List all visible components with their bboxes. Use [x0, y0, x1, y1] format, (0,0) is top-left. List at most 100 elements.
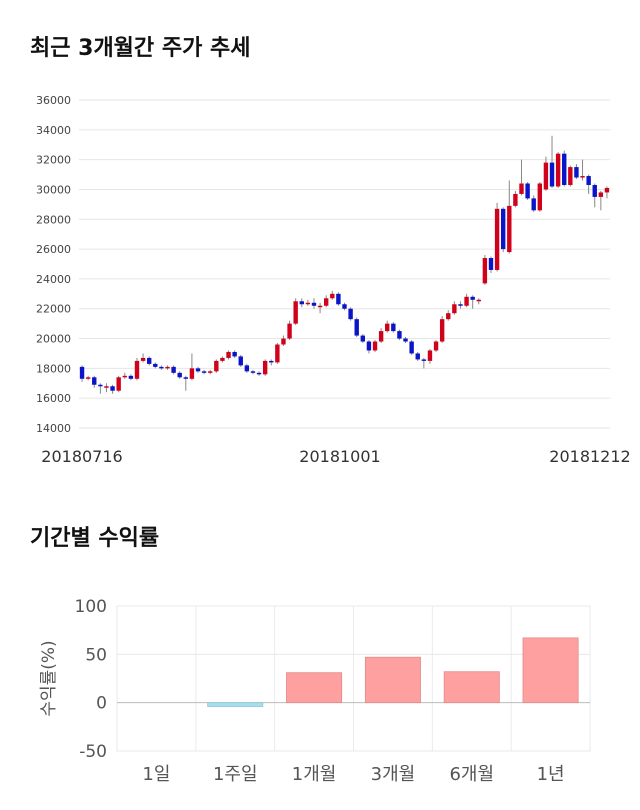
candle-body — [323, 298, 329, 306]
candle-body — [238, 356, 243, 366]
y-axis-label: 수익률(%) — [39, 640, 59, 716]
candle-body — [360, 335, 366, 342]
candle-body — [427, 350, 433, 361]
candle-body — [598, 192, 604, 197]
candle-body — [171, 366, 176, 373]
y-tick-label: -50 — [79, 742, 107, 762]
y-tick-label: 100 — [75, 597, 107, 617]
candle-body — [104, 386, 109, 388]
candle-body — [195, 368, 201, 372]
x-tick-label: 20181001 — [299, 447, 380, 466]
candle-body — [146, 357, 152, 364]
y-tick-label: 34000 — [36, 124, 71, 137]
x-category-label: 6개월 — [449, 764, 494, 785]
candle-body — [116, 377, 121, 391]
candle-body — [348, 308, 353, 320]
candle-body — [275, 344, 280, 363]
candle-body — [378, 331, 384, 342]
candle-body — [159, 366, 164, 369]
candle-body — [232, 351, 237, 357]
price-trend-chart: 36000 34000 32000 30000 28000 26000 24000 22000… — [36, 94, 631, 466]
x-category-label: 1개월 — [292, 764, 337, 785]
candle-body — [342, 304, 347, 309]
candle-body — [317, 305, 323, 308]
candle-body — [214, 360, 219, 372]
candle-body — [110, 386, 115, 391]
candle-body — [153, 363, 158, 367]
candle-body — [134, 360, 140, 379]
returns-chart-title: 기간별 수익률 — [30, 526, 160, 551]
candle-body — [409, 341, 414, 354]
y-tick-label: 28000 — [36, 213, 71, 226]
candle-body — [439, 319, 445, 342]
candle-body — [201, 371, 207, 373]
candle-body — [580, 176, 585, 178]
candle-body — [549, 162, 555, 187]
candle-body — [183, 377, 189, 379]
candle-body — [85, 377, 91, 379]
candle-body — [543, 162, 549, 190]
y-tick-label: 26000 — [36, 243, 71, 256]
return-bar — [286, 672, 343, 704]
candle-body — [562, 153, 567, 185]
candle-body — [208, 371, 213, 373]
y-tick-label: 18000 — [36, 362, 71, 375]
candle-body — [476, 299, 481, 302]
candle-body — [269, 360, 274, 363]
candle-body — [555, 153, 561, 187]
candle-body — [537, 183, 543, 211]
candle-body — [330, 293, 335, 299]
x-category-label: 1주일 — [213, 764, 258, 785]
candle-body — [250, 371, 256, 373]
candle-body — [366, 341, 372, 351]
candle-body — [531, 198, 536, 211]
candle-body — [433, 341, 439, 351]
candle-body — [293, 301, 298, 324]
candle-body — [470, 296, 475, 300]
candle-body — [507, 205, 512, 253]
x-category-label: 1일 — [142, 764, 170, 785]
candle-body — [305, 302, 311, 305]
y-tick-label: 24000 — [36, 273, 71, 286]
candle-body — [256, 372, 262, 375]
return-bar — [207, 702, 264, 707]
candle-body — [488, 258, 494, 270]
candle-body — [604, 187, 610, 193]
candle-body — [397, 331, 402, 339]
return-bar — [364, 656, 421, 704]
y-tick-label: 32000 — [36, 154, 71, 167]
candle-body — [177, 372, 182, 378]
candle-body — [574, 167, 579, 178]
candle-body — [452, 304, 457, 314]
candle-body — [421, 359, 427, 361]
candle-body — [525, 183, 530, 199]
candle-body — [98, 384, 103, 387]
candle-body — [500, 208, 506, 250]
return-bar — [443, 671, 500, 704]
y-tick-label: 14000 — [36, 422, 71, 435]
candle-body — [122, 375, 127, 378]
x-tick-label: 20180716 — [41, 447, 122, 466]
candle-body — [586, 176, 591, 185]
y-tick-label: 50 — [85, 645, 107, 665]
candle-body — [140, 357, 146, 361]
candle-body — [513, 193, 518, 206]
candle-body — [372, 341, 378, 351]
candle-body — [226, 351, 231, 358]
y-tick-label: 22000 — [36, 303, 71, 316]
candle-body — [519, 183, 524, 194]
x-category-label: 3개월 — [371, 764, 416, 785]
candle-body — [482, 258, 488, 284]
candle-body — [458, 304, 463, 306]
return-bar — [522, 637, 579, 704]
candle-body — [494, 208, 500, 270]
x-category-label: 1년 — [537, 764, 565, 785]
candle-body — [403, 338, 408, 342]
candle-body — [189, 368, 195, 379]
candle-body — [336, 293, 341, 305]
candle-body — [220, 357, 225, 361]
price-chart-title: 최근 3개월간 주가 추세 — [30, 36, 251, 61]
y-tick-label: 20000 — [36, 333, 71, 346]
candle-body — [385, 323, 390, 332]
candle-body — [446, 313, 451, 320]
